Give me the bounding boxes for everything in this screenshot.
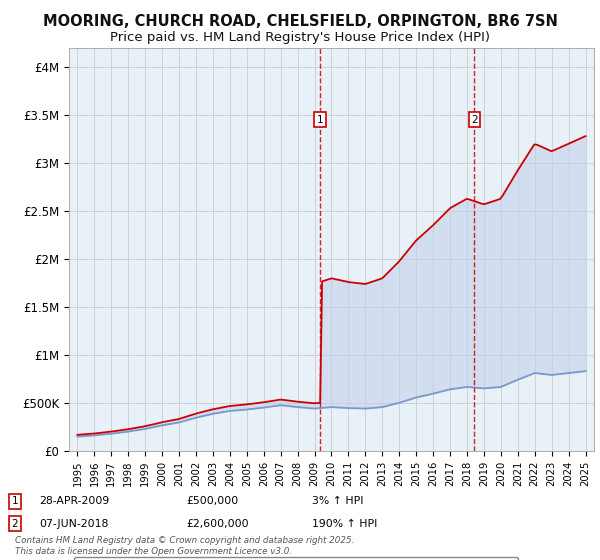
Text: 190% ↑ HPI: 190% ↑ HPI <box>312 519 377 529</box>
Text: 28-APR-2009: 28-APR-2009 <box>39 496 109 506</box>
Text: 3% ↑ HPI: 3% ↑ HPI <box>312 496 364 506</box>
Text: MOORING, CHURCH ROAD, CHELSFIELD, ORPINGTON, BR6 7SN: MOORING, CHURCH ROAD, CHELSFIELD, ORPING… <box>43 14 557 29</box>
Text: Contains HM Land Registry data © Crown copyright and database right 2025.
This d: Contains HM Land Registry data © Crown c… <box>15 536 355 556</box>
Text: 07-JUN-2018: 07-JUN-2018 <box>39 519 109 529</box>
Text: £2,600,000: £2,600,000 <box>186 519 248 529</box>
Legend: MOORING, CHURCH ROAD, CHELSFIELD, ORPINGTON, BR6 7SN (detached house), HPI: Aver: MOORING, CHURCH ROAD, CHELSFIELD, ORPING… <box>74 557 518 560</box>
Text: Price paid vs. HM Land Registry's House Price Index (HPI): Price paid vs. HM Land Registry's House … <box>110 31 490 44</box>
Text: 1: 1 <box>317 115 323 125</box>
Text: 2: 2 <box>471 115 478 125</box>
Text: £500,000: £500,000 <box>186 496 238 506</box>
Text: 2: 2 <box>11 519 19 529</box>
Text: 1: 1 <box>11 496 19 506</box>
